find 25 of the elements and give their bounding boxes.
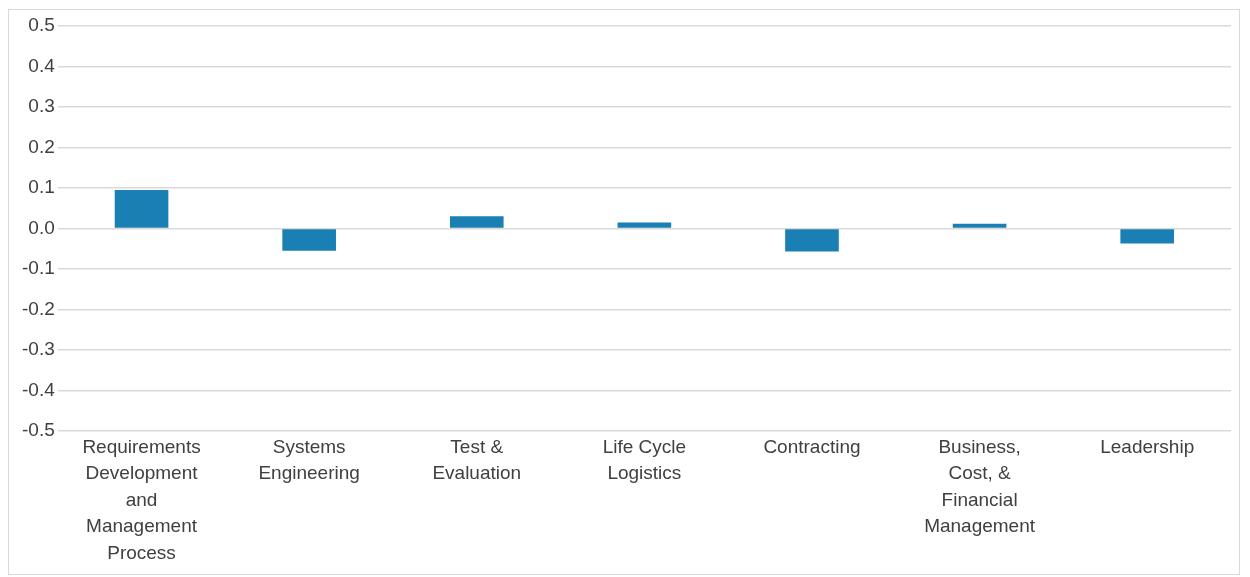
y-tick-label: 0.0 bbox=[28, 216, 55, 238]
bar bbox=[952, 223, 1007, 228]
bar bbox=[617, 222, 672, 228]
y-tick-label: 0.1 bbox=[28, 176, 55, 198]
x-tick-label: Business, Cost, & Financial Management bbox=[924, 435, 1036, 537]
y-tick-label: 0.3 bbox=[28, 95, 55, 117]
bar bbox=[1120, 229, 1175, 244]
y-tick-label: 0.4 bbox=[28, 54, 56, 76]
x-tick-label: Leadership bbox=[1100, 435, 1195, 457]
x-tick-label: Test & Evaluation bbox=[432, 435, 522, 484]
y-tick-label: 0.2 bbox=[28, 135, 55, 157]
y-tick-label: -0.5 bbox=[21, 419, 55, 441]
y-tick-label: 0.5 bbox=[28, 14, 55, 36]
bar bbox=[114, 190, 169, 228]
bar bbox=[785, 229, 839, 252]
x-tick-label: Requirements Development and Management Process bbox=[82, 435, 201, 563]
bar bbox=[449, 216, 504, 228]
x-tick-label: Life Cycle Logistics bbox=[602, 435, 687, 484]
y-tick-label: -0.4 bbox=[21, 378, 56, 400]
y-tick-label: -0.3 bbox=[21, 338, 55, 360]
x-tick-label: Systems Engineering bbox=[258, 435, 360, 484]
y-tick-label: -0.1 bbox=[21, 257, 55, 279]
y-tick-label: -0.2 bbox=[21, 297, 55, 319]
x-tick-label: Contracting bbox=[763, 435, 861, 457]
bar bbox=[282, 229, 336, 251]
